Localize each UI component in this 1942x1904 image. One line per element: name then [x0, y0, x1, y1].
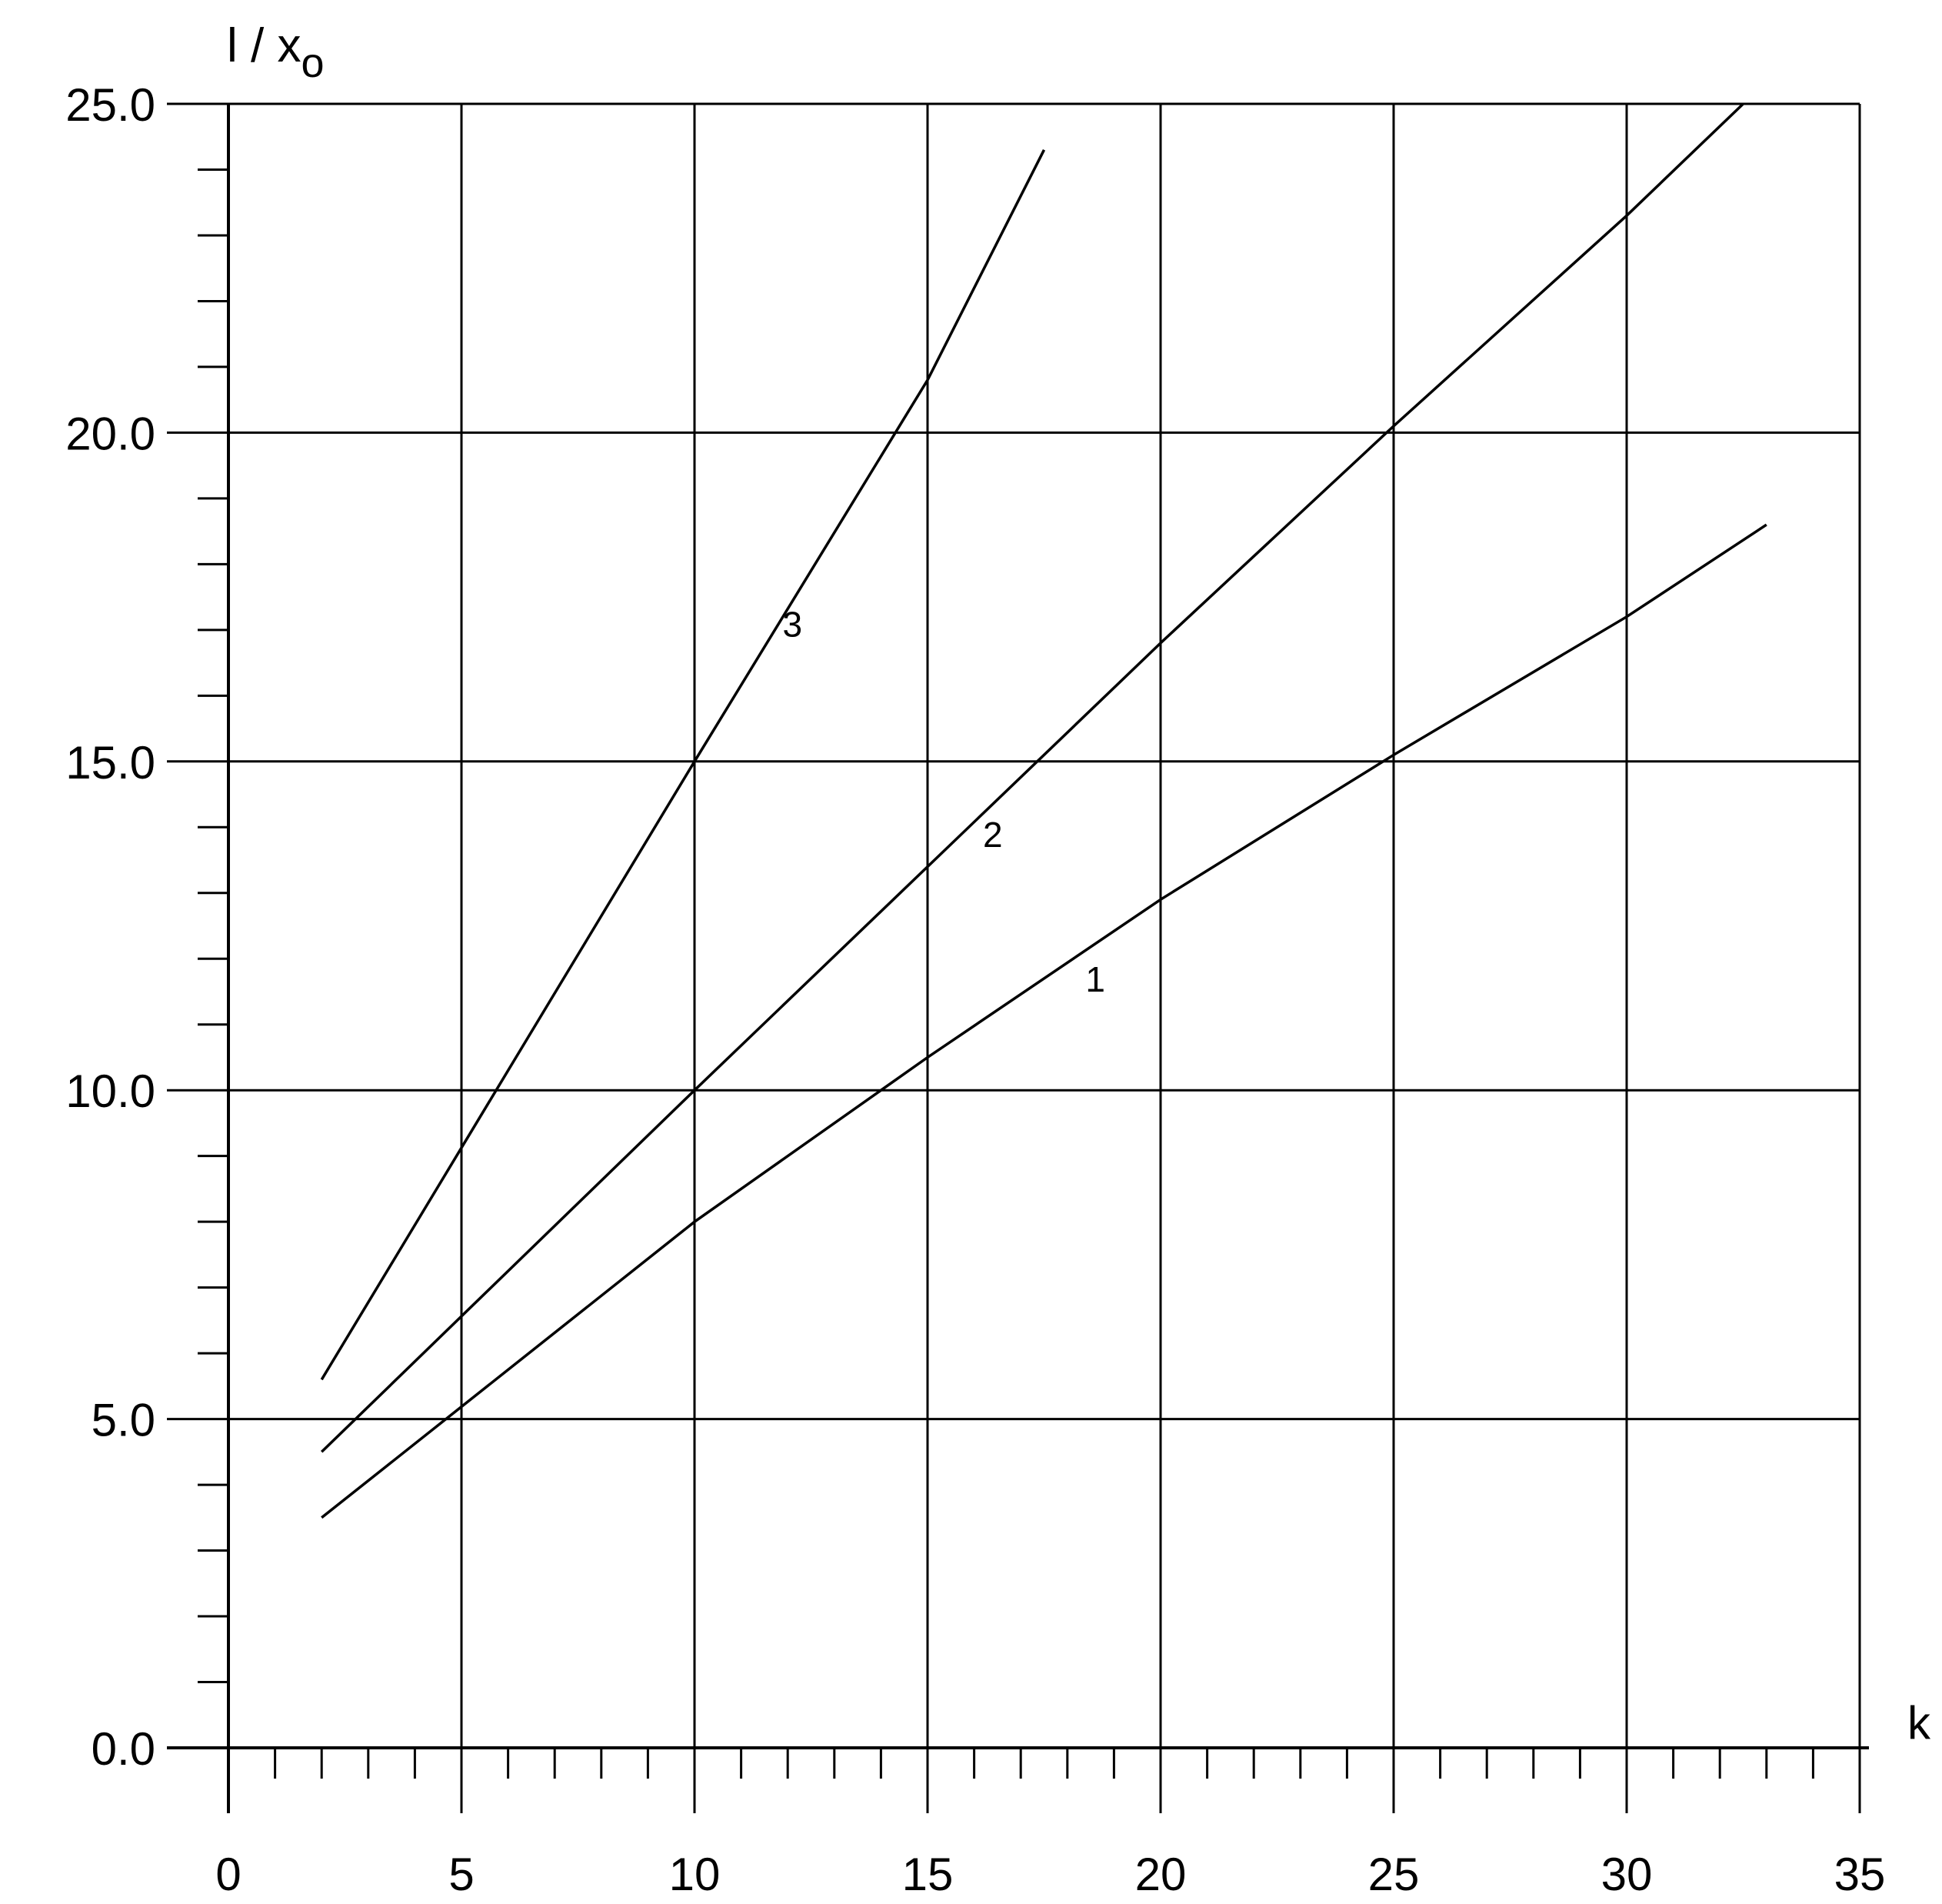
series-line-2 [320, 102, 1744, 1453]
y-tick-label: 20.0 [65, 408, 155, 459]
y-tick-label: 0.0 [92, 1723, 155, 1775]
x-tick-label: 15 [902, 1849, 954, 1900]
curve-label-2: 2 [983, 815, 1003, 855]
series-line-1 [321, 523, 1767, 1519]
x-tick-label: 20 [1135, 1849, 1187, 1900]
x-tick-label: 10 [669, 1849, 721, 1900]
x-tick-label: 5 [448, 1849, 474, 1900]
x-axis-label: k [1907, 1697, 1931, 1749]
y-tick-label: 15.0 [65, 737, 155, 789]
y-tick-label: 25.0 [65, 79, 155, 131]
y-tick-label: 5.0 [92, 1395, 155, 1446]
x-tick-label: 0 [215, 1849, 241, 1900]
curve-label-3: 3 [782, 604, 802, 644]
tick-labels: 0 5 10 15 20 25 30 35 0.0 5.0 10.0 15.0 20.0 25.0 1 2 3 [65, 79, 1885, 1900]
x-tick-label: 35 [1834, 1849, 1886, 1900]
y-tick-label: 10.0 [65, 1065, 155, 1117]
x-tick-label: 30 [1601, 1849, 1653, 1900]
grid [228, 102, 1861, 1748]
y-axis-label: l / xo [227, 19, 325, 86]
axes [167, 102, 1869, 1813]
curve-label-1: 1 [1085, 959, 1105, 999]
series-lines [320, 102, 1767, 1519]
series-line-3 [320, 149, 1046, 1381]
x-tick-label: 25 [1368, 1849, 1420, 1900]
